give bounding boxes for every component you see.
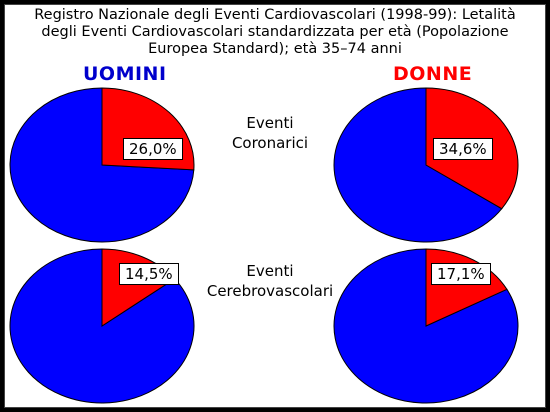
value-label-women-coronary: 34,6% bbox=[433, 138, 493, 160]
pie-women-cerebrovascular bbox=[333, 248, 519, 404]
slide: Registro Nazionale degli Eventi Cardiova… bbox=[4, 4, 546, 408]
pie-women-coronary bbox=[333, 87, 519, 243]
value-label-women-cerebrovascular: 17,1% bbox=[431, 263, 491, 285]
label-cerebrovascular-events: Eventi Cerebrovascolari bbox=[206, 262, 334, 300]
value-label-men-coronary: 26,0% bbox=[123, 138, 183, 160]
label-women: DONNE bbox=[393, 63, 473, 85]
chart-title: Registro Nazionale degli Eventi Cardiova… bbox=[34, 7, 516, 57]
label-men: UOMINI bbox=[83, 63, 167, 85]
pie-men-coronary bbox=[9, 87, 195, 243]
value-label-men-cerebrovascular: 14,5% bbox=[119, 263, 179, 285]
pie-slice-other-women-coronary bbox=[333, 87, 503, 243]
label-coronary-events: Eventi Coronarici bbox=[231, 114, 309, 152]
